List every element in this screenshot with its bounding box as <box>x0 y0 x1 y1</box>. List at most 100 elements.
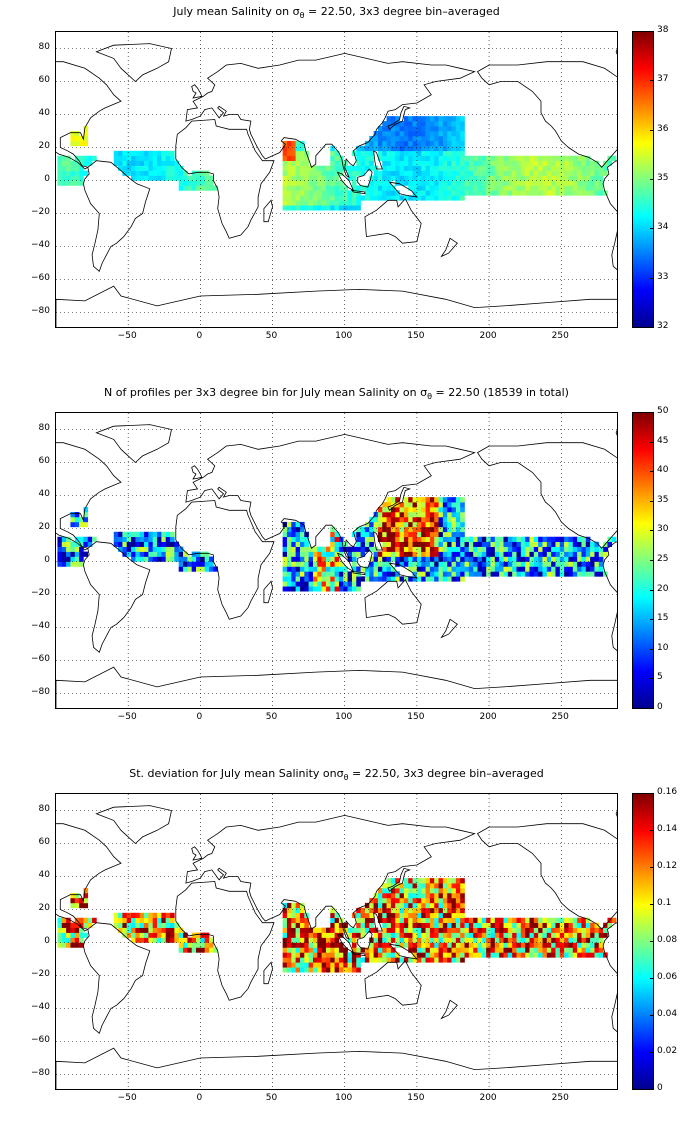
coastline <box>191 84 203 99</box>
y-tick-label: 40 <box>38 869 50 880</box>
y-tick-label: −60 <box>31 272 50 283</box>
colorbar-tick-label: 10 <box>657 642 669 653</box>
coastline <box>56 666 617 708</box>
colorbar-tick <box>650 1015 654 1016</box>
colorbar-tick <box>650 678 654 680</box>
coastline <box>615 48 617 55</box>
coastline <box>357 168 373 188</box>
colorbar-tick <box>650 412 654 413</box>
colorbar-tick <box>650 327 654 328</box>
colorbar-tick-label: 32 <box>657 321 669 331</box>
y-tick-label: −80 <box>31 686 50 697</box>
colorbar-tick-label: 0 <box>657 702 663 712</box>
colorbar-tick-label: 0.1 <box>657 898 672 908</box>
y-tick-label: 0 <box>44 173 50 184</box>
colorbar-tick <box>650 648 654 650</box>
x-tick-label: 0 <box>196 1093 203 1103</box>
colorbar-tick-label: 0.04 <box>657 1009 678 1019</box>
coastline <box>364 578 422 625</box>
x-tick-label: 100 <box>335 331 353 341</box>
coastline <box>387 105 411 130</box>
coastline <box>185 433 476 560</box>
y-tick-label: −80 <box>31 1067 50 1078</box>
colorbar-tick <box>650 80 654 82</box>
coastline <box>263 199 273 223</box>
y-tick-label: −40 <box>31 1001 50 1012</box>
colorbar-tick <box>650 31 654 32</box>
y-tick-label: 60 <box>38 836 50 847</box>
colorbar-tick-label: 15 <box>657 613 669 624</box>
colorbar-tick-label: 0.16 <box>657 787 678 797</box>
coastline <box>56 285 617 327</box>
y-tick-label: 40 <box>38 107 50 118</box>
coastline <box>56 823 122 932</box>
colorbar-tick-label: 38 <box>657 25 669 35</box>
coastline <box>387 867 411 892</box>
x-tick-label: 0 <box>196 712 203 722</box>
y-tick-label: −60 <box>31 653 50 664</box>
bin-cells <box>57 116 617 211</box>
coastline <box>602 922 617 1033</box>
panel-title: July mean Salinity on σθ = 22.50, 3x3 de… <box>173 5 500 21</box>
colorbar-tick <box>650 904 654 905</box>
salinity-map <box>55 31 618 328</box>
colorbar-tick <box>650 441 654 443</box>
colorbar-tick <box>650 129 654 131</box>
coastline <box>357 549 373 569</box>
coastline <box>191 465 203 480</box>
colorbar-tick <box>650 228 654 230</box>
x-tick-label: 100 <box>335 712 353 722</box>
x-tick-label: 150 <box>407 1093 425 1103</box>
colorbar-tick <box>650 619 654 621</box>
y-tick-label: −40 <box>31 239 50 250</box>
coastline <box>440 618 458 639</box>
bin-cells <box>57 878 617 973</box>
x-tick-label: −50 <box>117 331 137 341</box>
coastline <box>373 531 383 551</box>
colorbar-tick-label: 45 <box>657 435 669 446</box>
x-tick-label: 200 <box>479 712 497 722</box>
x-tick-label: 250 <box>551 1093 569 1103</box>
coastline <box>388 943 418 960</box>
y-tick-label: 0 <box>44 935 50 946</box>
colorbar-tick <box>650 1052 654 1053</box>
coastline <box>175 500 275 620</box>
colorbar-tick-label: 40 <box>657 465 669 476</box>
colorbar-tick-label: 33 <box>657 271 669 282</box>
coastline <box>364 959 422 1006</box>
coastline <box>615 429 617 436</box>
colorbar-tick-label: 0.06 <box>657 972 678 982</box>
coastline <box>373 912 383 932</box>
coastline <box>95 43 172 83</box>
x-tick-label: 0 <box>196 331 203 341</box>
colorbar-tick-label: 30 <box>657 524 669 535</box>
coastline <box>350 189 366 195</box>
y-tick-label: 80 <box>38 422 50 433</box>
x-tick-label: 200 <box>479 1093 497 1103</box>
y-tick-label: 20 <box>38 140 50 151</box>
salinity-panel: July mean Salinity on σθ = 22.50, 3x3 de… <box>0 0 696 380</box>
y-tick-label: 0 <box>44 554 50 565</box>
y-tick-label: 20 <box>38 521 50 532</box>
std-deviation-map <box>55 793 618 1090</box>
coastline <box>373 150 383 170</box>
y-tick-label: −80 <box>31 305 50 316</box>
x-tick-label: 100 <box>335 1093 353 1103</box>
y-tick-label: 60 <box>38 74 50 85</box>
coastline <box>185 814 476 941</box>
colorbar-tick-label: 35 <box>657 173 669 183</box>
x-tick-label: 200 <box>479 331 497 341</box>
coastline <box>350 570 366 576</box>
coastline <box>175 119 275 239</box>
panel-title: St. deviation for July mean Salinity onσ… <box>129 767 544 783</box>
colorbar-tick-label: 0 <box>657 1083 663 1093</box>
x-tick-label: 250 <box>551 712 569 722</box>
coastline <box>263 580 273 604</box>
colorbar-tick <box>650 793 654 794</box>
colorbar-tick <box>650 941 654 942</box>
colorbar-tick-label: 20 <box>657 583 669 594</box>
colorbar-tick <box>650 867 654 868</box>
coastline <box>440 237 458 258</box>
coastline <box>388 181 418 198</box>
coastline <box>350 951 366 957</box>
